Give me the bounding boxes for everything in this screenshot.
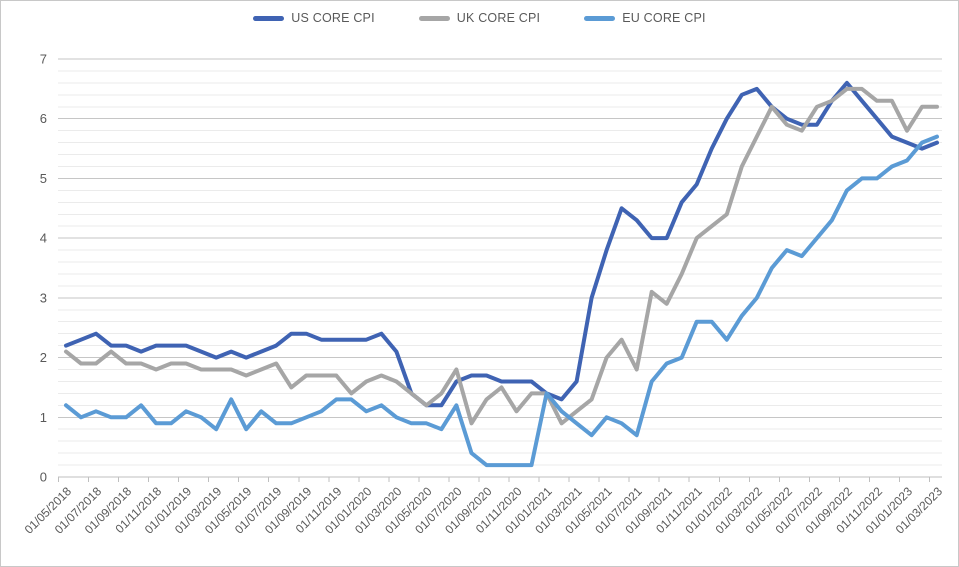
uk-series-swatch-icon xyxy=(418,15,450,21)
y-axis-label: 6 xyxy=(40,111,47,126)
y-axis-label: 5 xyxy=(40,171,47,186)
y-axis-label: 2 xyxy=(40,350,47,365)
eu-series-swatch-icon xyxy=(584,15,616,21)
us-series-swatch-icon xyxy=(253,15,285,21)
series-line-uk-core-cpi[interactable] xyxy=(64,86,939,426)
legend-label-eu: EU CORE CPI xyxy=(622,11,706,25)
y-axis-label: 7 xyxy=(40,52,47,67)
y-axis-label: 1 xyxy=(40,410,47,425)
series-line-eu-core-cpi[interactable] xyxy=(64,134,939,468)
legend-item-us-core-cpi[interactable]: US CORE CPI xyxy=(253,11,375,25)
y-axis-label: 4 xyxy=(40,231,47,246)
legend-item-uk-core-cpi[interactable]: UK CORE CPI xyxy=(418,11,541,25)
series-line-us-core-cpi[interactable] xyxy=(64,80,939,408)
chart-legend: US CORE CPI UK CORE CPI EU CORE CPI xyxy=(1,11,958,25)
legend-item-eu-core-cpi[interactable]: EU CORE CPI xyxy=(584,11,706,25)
y-axis-label: 3 xyxy=(40,290,47,305)
y-axis-label: 0 xyxy=(40,470,47,485)
legend-label-uk: UK CORE CPI xyxy=(456,11,541,25)
legend-label-us: US CORE CPI xyxy=(291,11,375,25)
